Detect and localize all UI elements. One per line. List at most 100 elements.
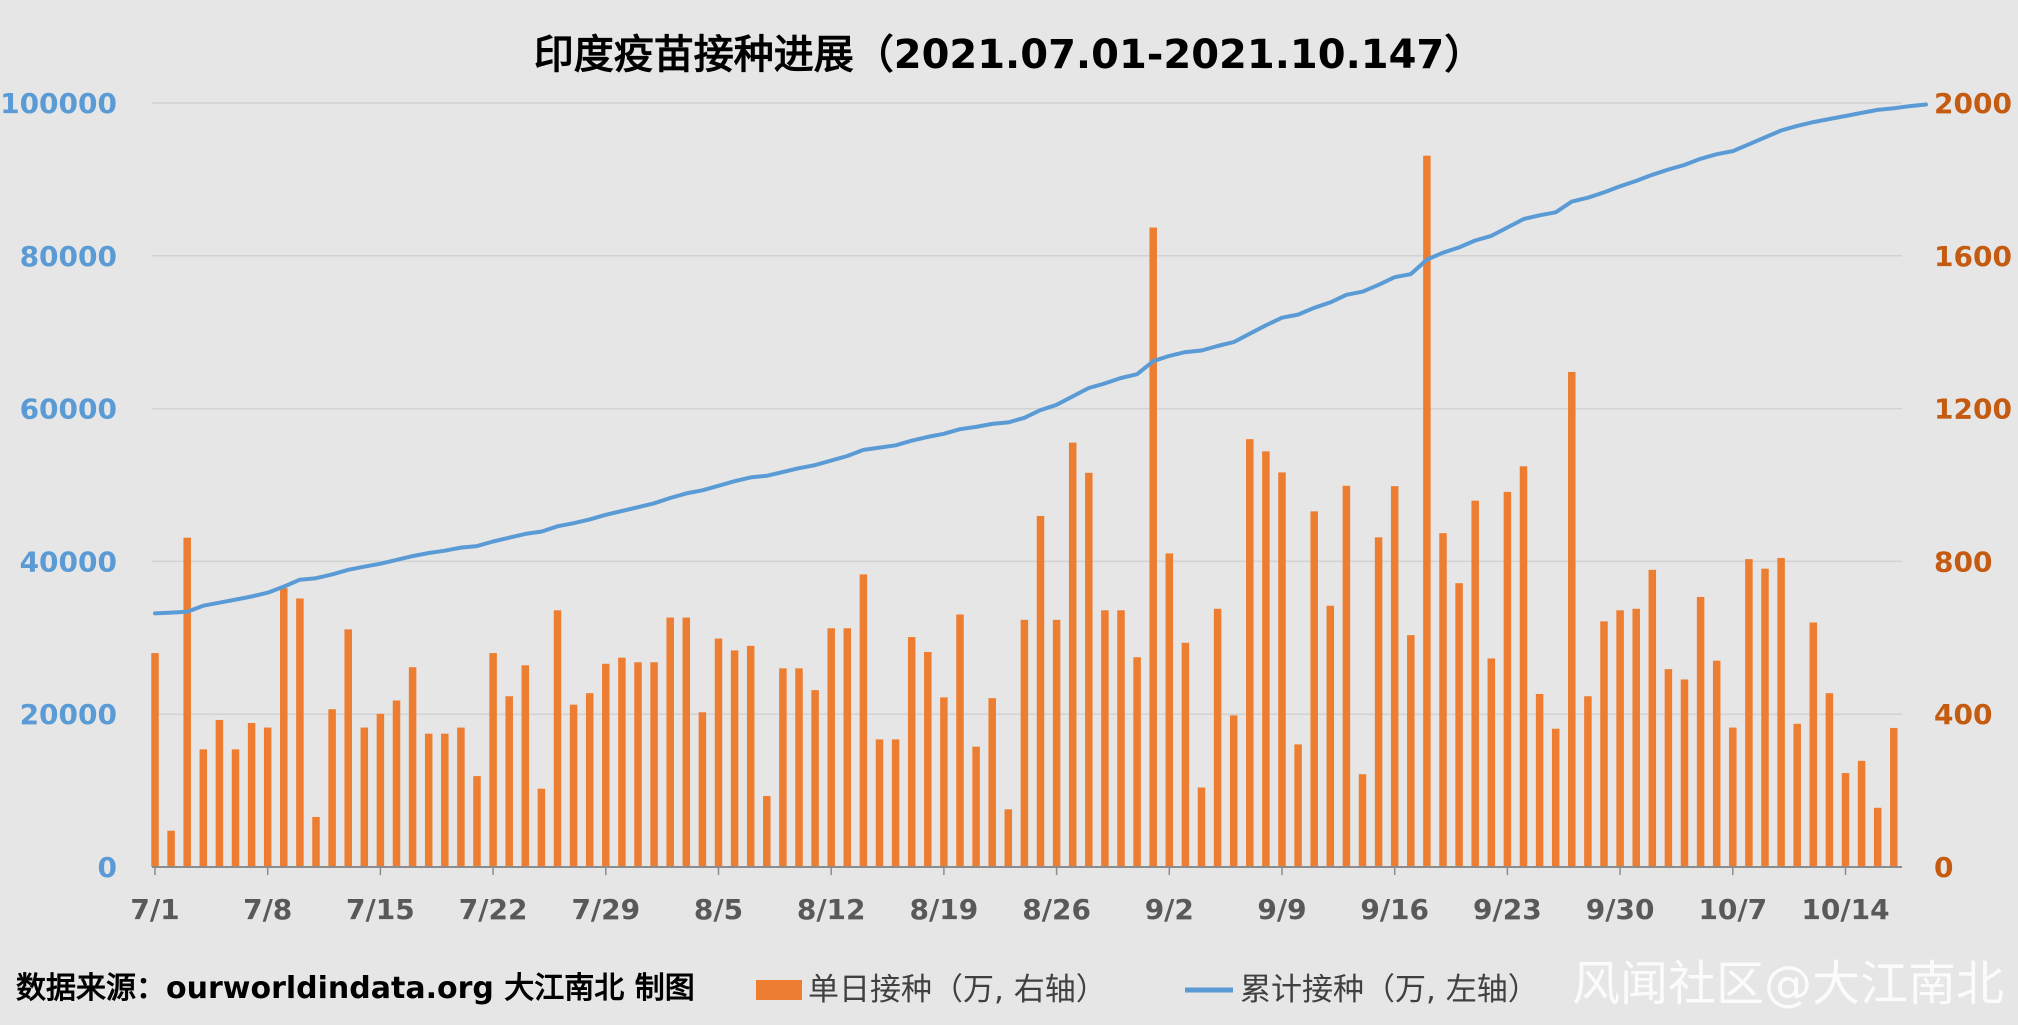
- bar: [1761, 568, 1769, 867]
- bar: [618, 657, 626, 867]
- bar: [1197, 787, 1206, 867]
- bar: [1777, 557, 1785, 867]
- bar: [553, 610, 562, 867]
- bar: [1052, 619, 1061, 867]
- bar: [1873, 807, 1882, 867]
- bar: [328, 709, 336, 867]
- x-tick-label: 8/12: [797, 893, 866, 926]
- line-series-cumulative: [153, 102, 1928, 616]
- bar: [1600, 621, 1608, 867]
- bar: [1310, 511, 1318, 867]
- source-note: 数据来源：ourworldindata.org 大江南北 制图: [16, 971, 695, 1006]
- bar: [1004, 809, 1013, 867]
- bar: [1423, 155, 1431, 867]
- bar: [682, 617, 691, 867]
- bar: [585, 693, 594, 867]
- bar: [811, 690, 819, 867]
- bar: [859, 574, 868, 867]
- bar: [1407, 635, 1415, 867]
- bar: [779, 668, 787, 867]
- x-tick-label: 10/14: [1801, 893, 1889, 926]
- bar: [972, 746, 980, 867]
- bar: [1664, 669, 1673, 867]
- bar: [1390, 486, 1399, 867]
- legend-label-daily: 单日接种（万, 右轴）: [808, 972, 1107, 1008]
- bar: [1455, 583, 1463, 867]
- x-tick-label: 7/1: [130, 893, 179, 926]
- bar: [1616, 610, 1624, 867]
- x-tick-label: 10/7: [1698, 893, 1767, 926]
- bar: [746, 645, 755, 867]
- x-tick-label: 9/30: [1586, 893, 1655, 926]
- watermark: 风闻社区@大江南北: [1572, 956, 2004, 1012]
- bar: [891, 739, 900, 867]
- bar: [1262, 451, 1270, 867]
- bar-series-daily: [151, 155, 1898, 868]
- bar: [280, 588, 288, 867]
- y-left-tick-label: 80000: [20, 240, 117, 273]
- bar: [1712, 660, 1721, 867]
- x-tick-label: 7/15: [346, 893, 415, 926]
- x-tick-label: 9/9: [1257, 893, 1306, 926]
- bar: [1439, 533, 1447, 867]
- bar: [1551, 728, 1560, 867]
- gridlines: [152, 102, 1902, 715]
- chart-title: 印度疫苗接种进展（2021.07.01-2021.10.147）: [534, 32, 1485, 78]
- bar: [1584, 696, 1592, 867]
- bar: [843, 628, 852, 867]
- y-right-tick-label: 2000: [1934, 87, 2012, 120]
- bar: [521, 665, 530, 867]
- bar: [1471, 500, 1479, 867]
- bar: [1841, 773, 1850, 867]
- bar: [1729, 727, 1737, 867]
- bar: [1165, 553, 1174, 867]
- bar: [569, 704, 578, 867]
- bar: [376, 713, 385, 867]
- bar: [1229, 715, 1238, 867]
- y-right-tick-label: 800: [1934, 545, 1992, 578]
- bar: [1117, 610, 1125, 867]
- bar: [263, 727, 272, 867]
- x-axis-ticks: 7/1 7/8 7/15 7/22 7/29 8/5 8/12 8/19 8/26 9/2 9/9 9…: [130, 867, 1890, 926]
- legend-swatch-daily: [756, 980, 802, 1000]
- bar: [1680, 679, 1689, 867]
- bar: [1326, 605, 1335, 867]
- bar: [1503, 491, 1512, 867]
- y-right-tick-label: 1600: [1934, 240, 2012, 273]
- y-left-tick-label: 0: [98, 851, 117, 884]
- bar: [489, 653, 497, 867]
- bar: [714, 638, 723, 867]
- bar: [956, 614, 964, 867]
- y-left-tick-label: 20000: [20, 698, 117, 731]
- x-tick-label: 7/29: [571, 893, 640, 926]
- left-axis-ticks: 0 20000 40000 60000 80000 100000: [0, 87, 117, 884]
- bar: [1246, 439, 1254, 867]
- bar: [1149, 227, 1157, 868]
- bar: [457, 727, 465, 867]
- bar: [875, 739, 884, 867]
- bar: [231, 749, 240, 867]
- bar: [424, 733, 433, 867]
- bar: [505, 696, 513, 867]
- bar: [1068, 442, 1077, 867]
- bar: [151, 653, 159, 867]
- bar: [1358, 774, 1367, 867]
- bar: [183, 537, 191, 867]
- bar: [827, 628, 835, 867]
- bar: [1519, 466, 1528, 867]
- x-tick-label: 9/2: [1145, 893, 1194, 926]
- x-tick-label: 9/23: [1473, 893, 1542, 926]
- bar: [1745, 559, 1753, 867]
- x-tick-label: 7/8: [243, 893, 292, 926]
- bar: [602, 663, 610, 867]
- bar: [1487, 658, 1496, 867]
- legend-label-cumulative: 累计接种（万, 左轴）: [1240, 972, 1539, 1008]
- x-tick-label: 8/19: [910, 893, 979, 926]
- bar: [360, 727, 369, 867]
- bar: [473, 776, 481, 867]
- bar: [1825, 693, 1834, 867]
- x-tick-label: 8/26: [1022, 893, 1091, 926]
- bar: [537, 788, 546, 867]
- bar: [1890, 727, 1898, 867]
